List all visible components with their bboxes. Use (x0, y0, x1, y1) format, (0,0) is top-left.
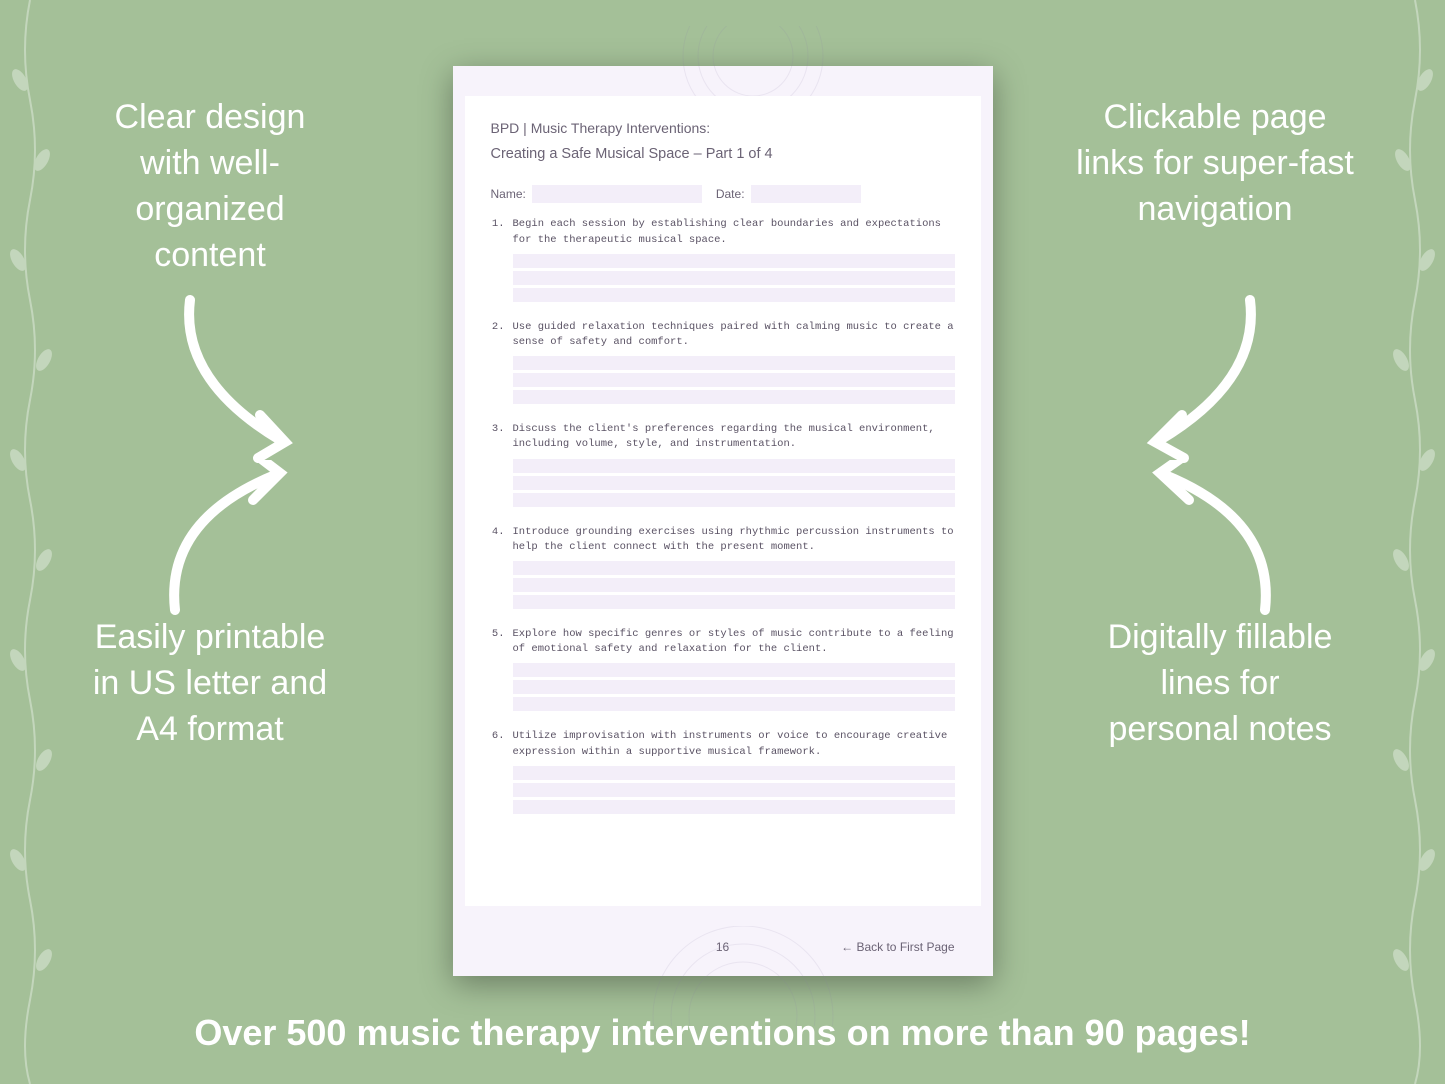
document-page: BPD | Music Therapy Interventions: Creat… (453, 66, 993, 976)
bottom-banner: Over 500 music therapy interventions on … (0, 1012, 1445, 1054)
item-number: 3. (491, 422, 505, 452)
item-text: Introduce grounding exercises using rhyt… (513, 525, 955, 555)
item-number: 5. (491, 627, 505, 657)
fill-lines[interactable] (513, 356, 955, 404)
page-footer: 16 ← Back to First Page (465, 940, 981, 954)
vine-decoration-right (1385, 0, 1445, 1084)
callout-top-right: Clickable page links for super-fast navi… (1075, 95, 1355, 233)
item-text: Use guided relaxation techniques paired … (513, 320, 955, 350)
document-title-line1: BPD | Music Therapy Interventions: (491, 116, 955, 141)
worksheet-item: 5. Explore how specific genres or styles … (491, 627, 955, 657)
arrow-top-left (170, 290, 350, 470)
item-number: 4. (491, 525, 505, 555)
fill-lines[interactable] (513, 459, 955, 507)
item-number: 1. (491, 217, 505, 247)
document-header: BPD | Music Therapy Interventions: Creat… (491, 116, 955, 167)
name-date-row: Name: Date: (491, 185, 955, 203)
page-number: 16 (716, 940, 729, 954)
fill-lines[interactable] (513, 663, 955, 711)
name-input[interactable] (532, 185, 702, 203)
name-label: Name: (491, 187, 526, 201)
date-label: Date: (716, 187, 745, 201)
item-number: 6. (491, 729, 505, 759)
worksheet-item: 4. Introduce grounding exercises using rh… (491, 525, 955, 555)
worksheet-item: 3. Discuss the client's preferences regar… (491, 422, 955, 452)
date-input[interactable] (751, 185, 861, 203)
document-title-line2: Creating a Safe Musical Space – Part 1 o… (491, 141, 955, 167)
item-text: Discuss the client's preferences regardi… (513, 422, 955, 452)
fill-lines[interactable] (513, 766, 955, 814)
fill-lines[interactable] (513, 254, 955, 302)
item-text: Utilize improvisation with instruments o… (513, 729, 955, 759)
vine-decoration-left (0, 0, 60, 1084)
arrow-top-right (1090, 290, 1270, 470)
fill-lines[interactable] (513, 561, 955, 609)
back-to-first-link[interactable]: ← Back to First Page (841, 940, 954, 954)
callout-top-left: Clear design with well-organized content (95, 95, 325, 279)
worksheet-item: 6. Utilize improvisation with instruments… (491, 729, 955, 759)
callout-bottom-right: Digitally fillable lines for personal no… (1100, 615, 1340, 753)
worksheet-item: 2. Use guided relaxation techniques paire… (491, 320, 955, 350)
item-text: Explore how specific genres or styles of… (513, 627, 955, 657)
document-inner: BPD | Music Therapy Interventions: Creat… (465, 96, 981, 906)
worksheet-item: 1. Begin each session by establishing cle… (491, 217, 955, 247)
arrow-bottom-left (155, 460, 345, 630)
callout-bottom-left: Easily printable in US letter and A4 for… (85, 615, 335, 753)
arrow-bottom-right (1095, 460, 1285, 630)
item-text: Begin each session by establishing clear… (513, 217, 955, 247)
item-number: 2. (491, 320, 505, 350)
